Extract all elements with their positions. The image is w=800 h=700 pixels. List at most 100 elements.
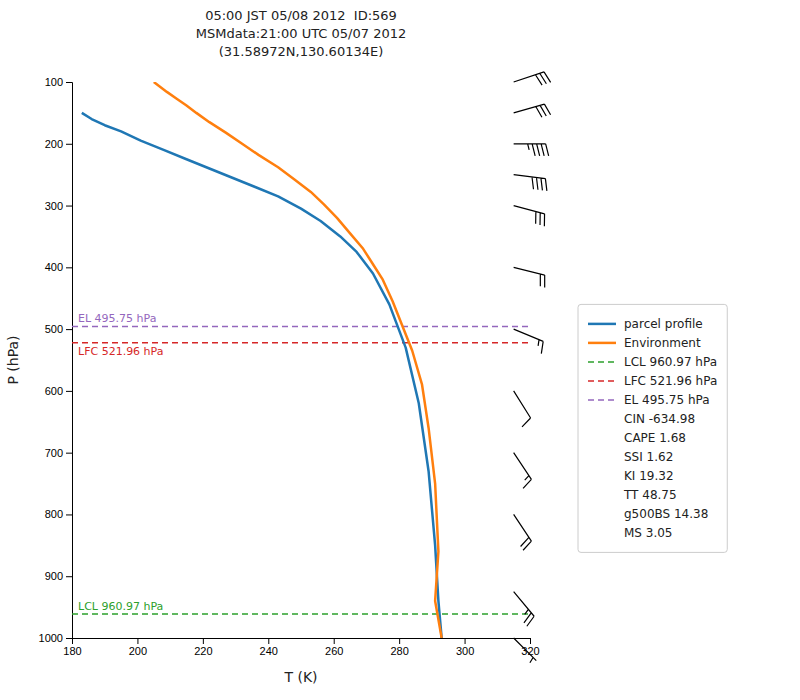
wind-barb [514, 267, 545, 287]
y-tick-mark [66, 638, 72, 639]
x-tick: 240 [260, 638, 278, 657]
x-tick-mark [137, 638, 138, 644]
x-tick-label: 280 [390, 645, 408, 657]
legend-item: MS 3.05 [624, 526, 673, 540]
wind-barb-group [514, 267, 545, 287]
level-line [72, 326, 530, 328]
wind-barb-group [514, 206, 545, 227]
y-tick-label: 600 [45, 385, 63, 397]
legend-label: MS 3.05 [624, 526, 673, 540]
y-tick-label: 700 [45, 447, 63, 459]
legend-item: LCL 960.97 hPa [588, 355, 717, 369]
wind-barb-group [514, 391, 531, 427]
y-tick-mark [66, 144, 72, 145]
x-tick: 300 [456, 638, 474, 657]
wind-barb [514, 175, 547, 191]
y-tick-label: 200 [45, 138, 63, 150]
legend-item: TT 48.75 [623, 488, 677, 502]
y-tick-mark [66, 391, 72, 392]
legend-label: EL 495.75 hPa [624, 393, 710, 407]
y-axis: 100 200 300 400 500 600 700 800 900 1000 [39, 76, 73, 644]
x-tick: 260 [325, 638, 343, 657]
y-tick-mark [66, 329, 72, 330]
x-tick-label: 220 [194, 645, 212, 657]
y-tick-label: 500 [45, 323, 63, 335]
x-tick-mark [399, 638, 400, 644]
x-tick: 280 [390, 638, 408, 657]
x-tick-mark [530, 638, 531, 644]
wind-barb [514, 391, 531, 427]
level-labels: LCL 960.97 hPa LFC 521.96 hPa EL 495.75 hP… [78, 312, 163, 612]
wind-barb-group [514, 144, 549, 156]
legend-label: Environment [624, 336, 701, 350]
legend-label: TT 48.75 [623, 488, 677, 502]
x-tick: 220 [194, 638, 212, 657]
wind-barb [514, 104, 551, 117]
legend-label: g500BS 14.38 [624, 507, 708, 521]
level-label: LFC 521.96 hPa [78, 345, 163, 358]
y-tick-mark [66, 82, 72, 83]
wind-barb-group [514, 592, 534, 627]
y-tick-label: 900 [45, 570, 63, 582]
legend-item: CIN -634.98 [624, 412, 695, 426]
wind-barb [514, 144, 549, 156]
x-tick: 200 [129, 638, 147, 657]
y-axis-line [66, 83, 73, 639]
x-tick: 180 [63, 638, 81, 657]
y-tick-mark [66, 453, 72, 454]
level-line [72, 342, 530, 344]
wind-barb-group [514, 453, 532, 489]
wind-barb [514, 592, 534, 627]
legend-item: g500BS 14.38 [624, 507, 708, 521]
wind-barb-group [514, 329, 544, 354]
y-tick-mark [66, 267, 72, 268]
legend: parcel profile Environment LCL 960.97 hPa L… [578, 304, 727, 552]
wind-barb-group [514, 72, 551, 85]
legend-label: CIN -634.98 [624, 412, 695, 426]
wind-barb [514, 206, 545, 227]
wind-barb-group [514, 175, 547, 191]
wind-barbs [514, 72, 551, 663]
legend-item: LFC 521.96 hPa [588, 374, 717, 388]
y-tick-label: 1000 [39, 632, 63, 644]
title: 05:00 JST 05/08 2012 ID:569MSMdata:21:00… [196, 8, 407, 59]
x-tick-label: 260 [325, 645, 343, 657]
y-tick: 400 [45, 261, 72, 273]
legend-swatch [588, 361, 616, 363]
legend-item: SSI 1.62 [624, 450, 673, 464]
y-tick-label: 800 [45, 508, 63, 520]
legend-label: SSI 1.62 [624, 450, 673, 464]
y-tick: 700 [45, 447, 72, 459]
chart: 1802002202402602803003201002003004005006… [0, 0, 800, 700]
x-tick-mark [203, 638, 204, 644]
y-tick: 200 [45, 138, 72, 150]
y-tick: 300 [45, 200, 72, 212]
legend-item: Environment [588, 336, 701, 350]
legend-swatch [588, 399, 616, 401]
y-tick-label: 400 [45, 261, 63, 273]
legend-label: LCL 960.97 hPa [624, 355, 717, 369]
y-tick-mark [66, 576, 72, 577]
legend-frame [578, 304, 727, 552]
level-label: EL 495.75 hPa [78, 312, 156, 325]
x-axis-title: T (K) [283, 669, 317, 685]
wind-barb [514, 638, 537, 663]
legend-swatch [588, 342, 616, 345]
wind-barb [514, 329, 544, 354]
legend-item: KI 19.32 [624, 469, 674, 483]
x-tick-label: 240 [260, 645, 278, 657]
y-tick-label: 100 [45, 76, 63, 88]
marks [72, 82, 530, 638]
legend-label: parcel profile [624, 317, 703, 331]
x-tick-mark [268, 638, 269, 644]
legend-item: parcel profile [588, 317, 703, 331]
wind-barb-group [514, 638, 537, 663]
y-tick: 100 [45, 76, 72, 88]
x-axis-line [73, 639, 531, 645]
wind-barb [514, 453, 532, 489]
series-line [154, 82, 442, 638]
level-label: LCL 960.97 hPa [78, 600, 163, 613]
legend-item: CAPE 1.68 [624, 431, 686, 445]
x-tick-label: 180 [63, 645, 81, 657]
y-tick-label: 300 [45, 200, 63, 212]
